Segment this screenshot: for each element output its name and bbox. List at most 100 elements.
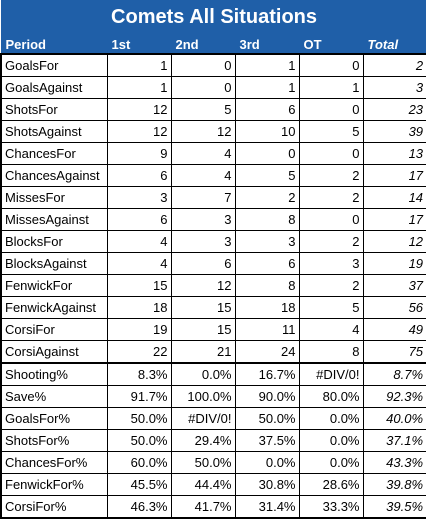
cell-total: 19 [362, 252, 426, 275]
table-row-blocksfor: BlocksFor 4 3 3 2 12 [0, 230, 426, 253]
cell-1st: 18 [106, 296, 172, 319]
cell-ot: 5 [298, 120, 364, 143]
row-label: GoalsAgainst [0, 76, 108, 99]
row-label: ChancesFor [0, 142, 108, 165]
row-label: FenwickFor% [0, 473, 108, 496]
cell-ot: 2 [298, 164, 364, 187]
cell-total: 92.3% [362, 385, 426, 408]
row-label: FenwickAgainst [0, 296, 108, 319]
cell-1st: 12 [106, 120, 172, 143]
table-row-corsifor-pct: CorsiFor% 46.3% 41.7% 31.4% 33.3% 39.5% [0, 495, 426, 519]
cell-3rd: 90.0% [234, 385, 300, 408]
cell-total: 40.0% [362, 407, 426, 430]
row-label: ChancesFor% [0, 451, 108, 474]
cell-3rd: 37.5% [234, 429, 300, 452]
row-label: ShotsFor [0, 98, 108, 121]
cell-1st: 4 [106, 252, 172, 275]
cell-1st: 9 [106, 142, 172, 165]
cell-1st: 91.7% [106, 385, 172, 408]
table-row-corsifor: CorsiFor 19 15 11 4 49 [0, 318, 426, 341]
title-row: Comets All Situations [0, 0, 426, 35]
cell-3rd: 18 [234, 296, 300, 319]
cell-total: 3 [362, 76, 426, 99]
row-label: Shooting% [0, 362, 108, 386]
cell-total: 43.3% [362, 451, 426, 474]
cell-1st: 1 [106, 76, 172, 99]
row-label: BlocksFor [0, 230, 108, 253]
cell-ot: 0 [298, 53, 364, 77]
cell-1st: 19 [106, 318, 172, 341]
cell-total: 49 [362, 318, 426, 341]
cell-2nd: 4 [170, 142, 236, 165]
cell-ot: 0.0% [298, 451, 364, 474]
cell-total: 39.5% [362, 495, 426, 519]
cell-2nd: 12 [170, 274, 236, 297]
cell-1st: 6 [106, 164, 172, 187]
cell-3rd: 6 [234, 252, 300, 275]
cell-2nd: 100.0% [170, 385, 236, 408]
cell-2nd: #DIV/0! [170, 407, 236, 430]
cell-2nd: 50.0% [170, 451, 236, 474]
cell-2nd: 3 [170, 230, 236, 253]
cell-1st: 46.3% [106, 495, 172, 519]
cell-total: 39.8% [362, 473, 426, 496]
table-row-shotsfor-pct: ShotsFor% 50.0% 29.4% 37.5% 0.0% 37.1% [0, 429, 426, 452]
cell-2nd: 4 [170, 164, 236, 187]
cell-ot: 4 [298, 318, 364, 341]
cell-total: 17 [362, 164, 426, 187]
header-1st: 1st [106, 34, 172, 55]
table-row-corsiagainst: CorsiAgainst 22 21 24 8 75 [0, 340, 426, 364]
cell-ot: 0 [298, 208, 364, 231]
row-label: CorsiFor [0, 318, 108, 341]
cell-1st: 45.5% [106, 473, 172, 496]
cell-1st: 8.3% [106, 362, 172, 386]
cell-2nd: 21 [170, 340, 236, 364]
cell-ot: 2 [298, 230, 364, 253]
cell-ot: 0 [298, 98, 364, 121]
row-label: GoalsFor [0, 53, 108, 77]
cell-3rd: 50.0% [234, 407, 300, 430]
cell-3rd: 16.7% [234, 362, 300, 386]
cell-ot: 1 [298, 76, 364, 99]
cell-total: 39 [362, 120, 426, 143]
count-stats-block: GoalsFor 1 0 1 0 2 GoalsAgainst 1 0 1 1 3 ShotsFor 12… [0, 53, 426, 364]
header-ot: OT [298, 34, 364, 55]
table-row-save-pct: Save% 91.7% 100.0% 90.0% 80.0% 92.3% [0, 385, 426, 408]
cell-3rd: 24 [234, 340, 300, 364]
cell-ot: 0.0% [298, 407, 364, 430]
cell-3rd: 8 [234, 208, 300, 231]
cell-3rd: 3 [234, 230, 300, 253]
table-row-shotsagainst: ShotsAgainst 12 12 10 5 39 [0, 120, 426, 143]
cell-total: 37.1% [362, 429, 426, 452]
row-label: BlocksAgainst [0, 252, 108, 275]
cell-3rd: 11 [234, 318, 300, 341]
row-label: MissesFor [0, 186, 108, 209]
cell-2nd: 44.4% [170, 473, 236, 496]
row-label: Save% [0, 385, 108, 408]
table-row-chancesfor: ChancesFor 9 4 0 0 13 [0, 142, 426, 165]
cell-2nd: 12 [170, 120, 236, 143]
cell-3rd: 6 [234, 98, 300, 121]
sheet-title: Comets All Situations [0, 0, 426, 35]
cell-total: 8.7% [362, 362, 426, 386]
row-label: MissesAgainst [0, 208, 108, 231]
cell-ot: 33.3% [298, 495, 364, 519]
table-row-goalsagainst: GoalsAgainst 1 0 1 1 3 [0, 76, 426, 99]
cell-1st: 60.0% [106, 451, 172, 474]
table-row-fenwickfor: FenwickFor 15 12 8 2 37 [0, 274, 426, 297]
cell-2nd: 5 [170, 98, 236, 121]
cell-3rd: 0 [234, 142, 300, 165]
cell-1st: 6 [106, 208, 172, 231]
row-label: FenwickFor [0, 274, 108, 297]
cell-2nd: 29.4% [170, 429, 236, 452]
cell-2nd: 0.0% [170, 362, 236, 386]
table-row-missesfor: MissesFor 3 7 2 2 14 [0, 186, 426, 209]
header-2nd: 2nd [170, 34, 236, 55]
cell-3rd: 31.4% [234, 495, 300, 519]
cell-total: 2 [362, 53, 426, 77]
cell-3rd: 1 [234, 76, 300, 99]
table-row-chancesagainst: ChancesAgainst 6 4 5 2 17 [0, 164, 426, 187]
cell-ot: 5 [298, 296, 364, 319]
cell-1st: 3 [106, 186, 172, 209]
